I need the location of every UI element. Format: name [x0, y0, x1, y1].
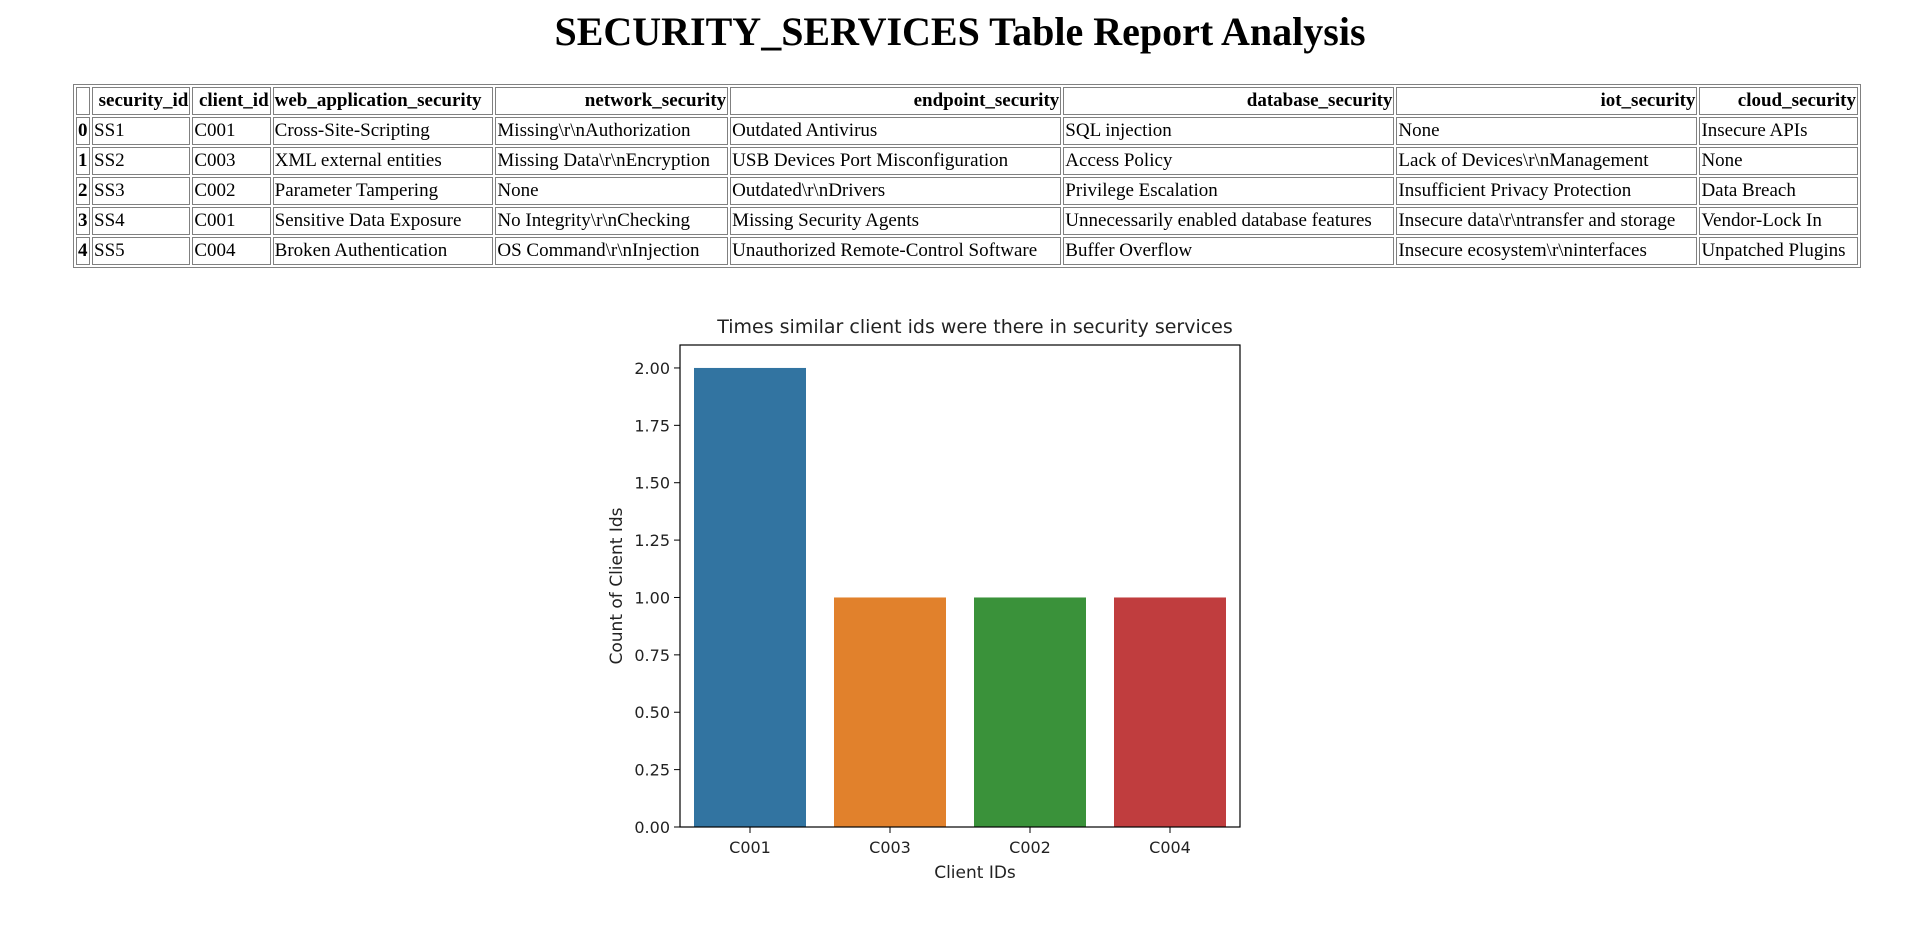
y-tick-label: 0.75 [634, 646, 670, 665]
table-cell: Insecure APIs [1699, 117, 1858, 145]
y-tick-label: 1.25 [634, 531, 670, 550]
table-row: 4 SS5 C004 Broken Authentication OS Command\… [76, 237, 1858, 265]
column-header: security_id [92, 87, 191, 115]
index-column-header [76, 87, 91, 115]
table-cell: USB Devices Port Misconfiguration [730, 147, 1062, 175]
y-axis: 0.00 0.25 0.50 0.75 1.00 1.25 1.50 1.75 2.00 [634, 359, 680, 837]
table-cell: Vendor-Lock In [1699, 207, 1858, 235]
y-axis-label: Count of Client Ids [607, 507, 627, 664]
table-cell: Broken Authentication [272, 237, 494, 265]
x-tick-label: C001 [729, 838, 771, 857]
table-cell: SS2 [92, 147, 191, 175]
table-cell: Outdated Antivirus [730, 117, 1062, 145]
table-cell: C001 [192, 207, 271, 235]
y-tick-label: 0.00 [634, 818, 670, 837]
table-cell: None [1699, 147, 1858, 175]
bar-c003 [834, 597, 946, 827]
table-cell: SS3 [92, 177, 191, 205]
table-cell: C004 [192, 237, 271, 265]
table-cell: C001 [192, 117, 271, 145]
row-index: 2 [76, 177, 91, 205]
table-cell: Insecure data\r\ntransfer and storage [1396, 207, 1698, 235]
table-cell: Missing Data\r\nEncryption [495, 147, 729, 175]
table-body: 0 SS1 C001 Cross-Site-Scripting Missing\r\nA… [76, 117, 1858, 265]
y-tick-label: 2.00 [634, 359, 670, 378]
y-tick-label: 1.00 [634, 588, 670, 607]
table-cell: Buffer Overflow [1063, 237, 1395, 265]
row-index: 3 [76, 207, 91, 235]
y-tick-label: 0.25 [634, 761, 670, 780]
table-cell: SS4 [92, 207, 191, 235]
table-cell: SS5 [92, 237, 191, 265]
table-cell: C003 [192, 147, 271, 175]
bar-c001 [694, 367, 806, 827]
client-id-bar-chart: Times similar client ids were there in s… [600, 305, 1300, 905]
table-cell: Privilege Escalation [1063, 177, 1395, 205]
table-cell: SQL injection [1063, 117, 1395, 145]
page-title: SECURITY_SERVICES Table Report Analysis [554, 9, 1366, 54]
table-row: 3 SS4 C001 Sensitive Data Exposure No Integr… [76, 207, 1858, 235]
chart-title: Times similar client ids were there in s… [716, 316, 1233, 338]
table-cell: Outdated\r\nDrivers [730, 177, 1062, 205]
table-cell: C002 [192, 177, 271, 205]
y-tick-label: 1.75 [634, 416, 670, 435]
column-header: database_security [1063, 87, 1395, 115]
table-cell: Insufficient Privacy Protection [1396, 177, 1698, 205]
table-cell: None [495, 177, 729, 205]
table-cell: Cross-Site-Scripting [272, 117, 494, 145]
row-index: 4 [76, 237, 91, 265]
security-services-table: security_id client_id web_application_secu… [73, 84, 1861, 268]
table-cell: SS1 [92, 117, 191, 145]
y-tick-label: 0.50 [634, 703, 670, 722]
table-cell: Parameter Tampering [272, 177, 494, 205]
table-cell: Access Policy [1063, 147, 1395, 175]
table-cell: Unpatched Plugins [1699, 237, 1858, 265]
table-cell: Insecure ecosystem\r\ninterfaces [1396, 237, 1698, 265]
column-header: cloud_security [1699, 87, 1858, 115]
chart-canvas: Times similar client ids were there in s… [607, 316, 1241, 883]
table-cell: Unnecessarily enabled database features [1063, 207, 1395, 235]
bar-c004 [1114, 597, 1226, 827]
table-cell: OS Command\r\nInjection [495, 237, 729, 265]
table-row: 0 SS1 C001 Cross-Site-Scripting Missing\r\nA… [76, 117, 1858, 145]
table-row: 2 SS3 C002 Parameter Tampering None Outdated\… [76, 177, 1858, 205]
table-cell: Sensitive Data Exposure [272, 207, 494, 235]
table-header-row: security_id client_id web_application_secu… [76, 87, 1858, 115]
plot-frame [679, 344, 1241, 828]
table-header: security_id client_id web_application_secu… [76, 87, 1858, 115]
table-cell: Lack of Devices\r\nManagement [1396, 147, 1698, 175]
column-header: client_id [192, 87, 271, 115]
bar-c002 [974, 597, 1086, 827]
table-cell: No Integrity\r\nChecking [495, 207, 729, 235]
x-tick-label: C004 [1149, 838, 1191, 857]
column-header: web_application_security [272, 87, 494, 115]
table-cell: None [1396, 117, 1698, 145]
x-axis-label: Client IDs [934, 863, 1016, 883]
x-tick-label: C003 [869, 838, 911, 857]
y-tick-label: 1.50 [634, 474, 670, 493]
column-header: endpoint_security [730, 87, 1062, 115]
table-cell: Data Breach [1699, 177, 1858, 205]
x-axis: C001 C003 C002 C004 [729, 827, 1191, 857]
table-row: 1 SS2 C003 XML external entities Missing Dat… [76, 147, 1858, 175]
table-cell: XML external entities [272, 147, 494, 175]
table-cell: Unauthorized Remote-Control Software [730, 237, 1062, 265]
row-index: 0 [76, 117, 91, 145]
table-cell: Missing\r\nAuthorization [495, 117, 729, 145]
row-index: 1 [76, 147, 91, 175]
x-tick-label: C002 [1009, 838, 1051, 857]
column-header: iot_security [1396, 87, 1698, 115]
bars-group [694, 367, 1226, 827]
column-header: network_security [495, 87, 729, 115]
table-cell: Missing Security Agents [730, 207, 1062, 235]
